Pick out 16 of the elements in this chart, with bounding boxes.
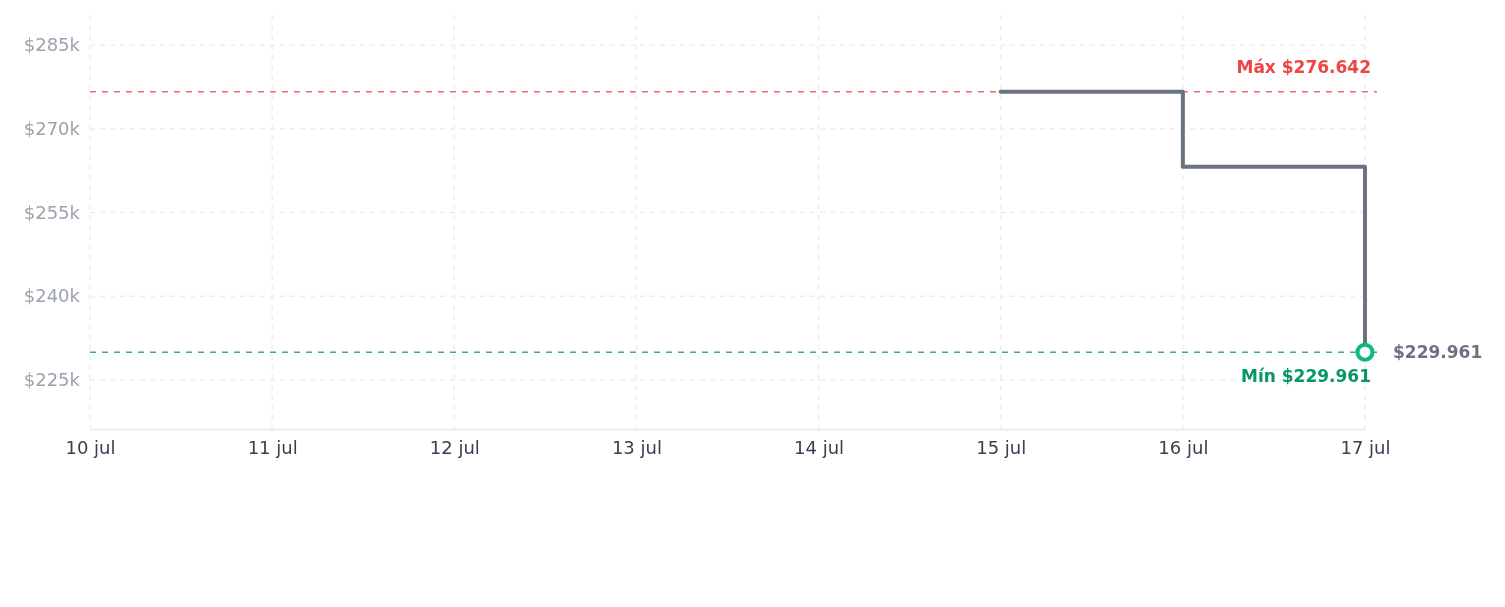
x-tick-label: 11 jul: [247, 436, 298, 458]
x-tick-label: 10 jul: [65, 436, 116, 458]
x-tick-label: 12 jul: [429, 436, 480, 458]
x-tick-label: 14 jul: [794, 436, 845, 458]
annotation: $229.961: [1393, 342, 1483, 363]
x-tick-label: 13 jul: [611, 436, 662, 458]
y-tick-label: $240k: [23, 285, 81, 307]
y-tick-label: $255k: [23, 201, 81, 223]
x-tick-label: 16 jul: [1158, 436, 1209, 458]
y-tick-label: $285k: [23, 34, 81, 56]
y-tick-label: $270k: [23, 118, 81, 140]
ref-line-label: Mín $229.961: [1240, 366, 1371, 387]
x-tick-label: 17 jul: [1340, 436, 1391, 458]
ref-line-label: Máx $276.642: [1236, 56, 1371, 77]
y-tick-label: $225k: [23, 369, 81, 391]
x-tick-label: 15 jul: [976, 436, 1027, 458]
